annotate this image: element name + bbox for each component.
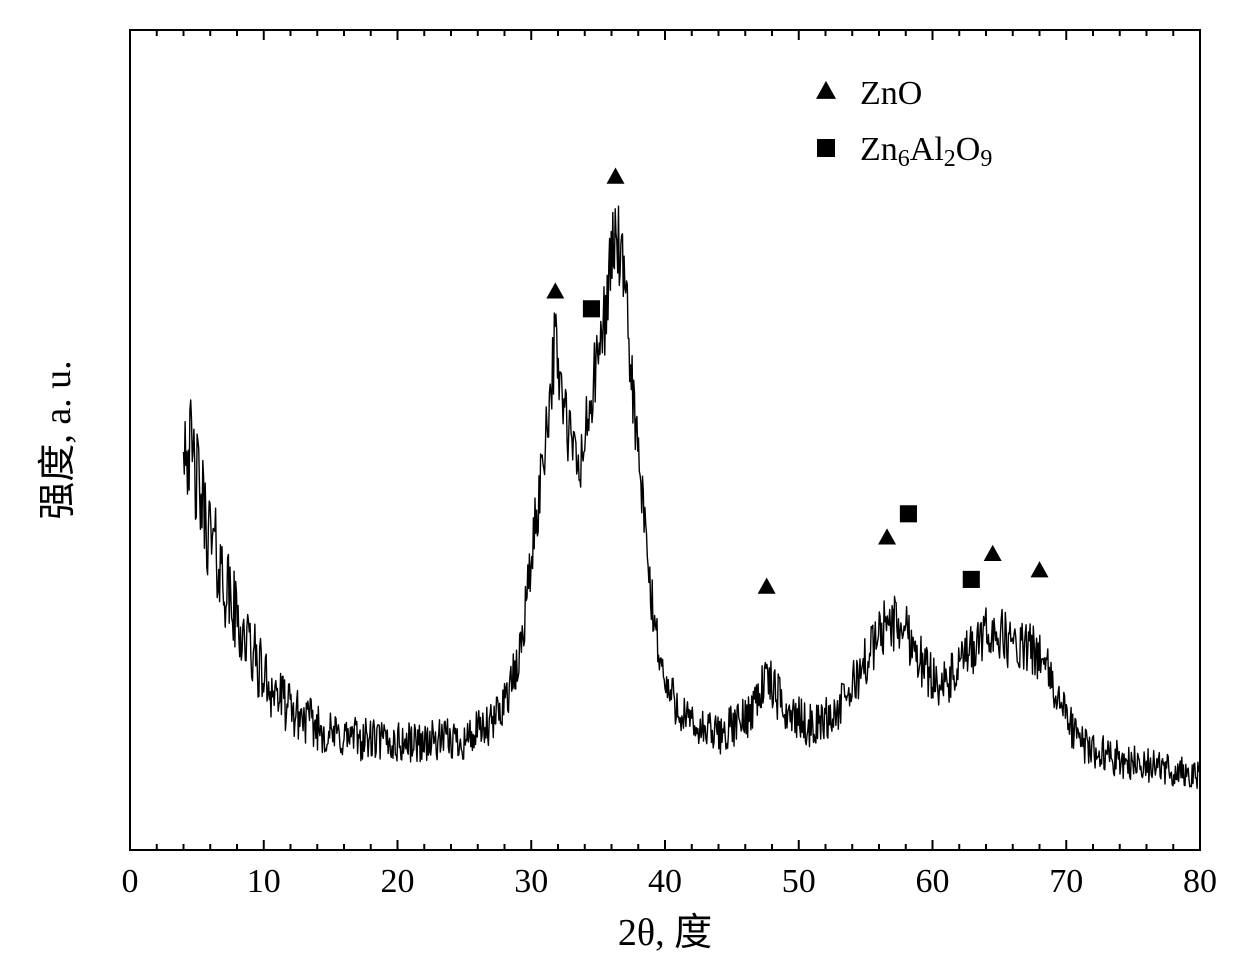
square-marker-icon xyxy=(817,139,835,157)
square-marker-icon xyxy=(900,505,917,522)
legend-label: ZnO xyxy=(860,75,922,112)
triangle-marker-icon xyxy=(816,81,836,99)
triangle-marker-icon xyxy=(758,578,776,594)
x-tick-label: 0 xyxy=(122,863,139,900)
plot-frame xyxy=(130,30,1200,850)
triangle-marker-icon xyxy=(878,528,896,544)
triangle-marker-icon xyxy=(546,282,564,298)
peak-marker xyxy=(1031,561,1049,577)
legend: ZnO Zn6Al2O9 xyxy=(816,75,992,172)
peak-marker xyxy=(984,545,1002,561)
x-tick-label: 20 xyxy=(381,863,415,900)
x-tick-label: 60 xyxy=(916,863,950,900)
peak-marker xyxy=(878,528,896,544)
x-tick-label: 10 xyxy=(247,863,281,900)
legend-label: Zn6Al2O9 xyxy=(860,131,992,172)
triangle-marker-icon xyxy=(984,545,1002,561)
square-marker-icon xyxy=(583,300,600,317)
square-marker-icon xyxy=(963,571,980,588)
x-tick-label: 30 xyxy=(514,863,548,900)
x-tick-label: 50 xyxy=(782,863,816,900)
peak-marker xyxy=(546,282,564,298)
xrd-chart: 0 10 20 30 40 50 60 70 80 2θ, 度 强度, a. u. ZnO Zn6Al2… xyxy=(0,0,1240,979)
peak-marker xyxy=(583,300,600,317)
xrd-pattern-line xyxy=(184,206,1200,788)
x-tick-label: 40 xyxy=(648,863,682,900)
triangle-marker-icon xyxy=(1031,561,1049,577)
peak-marker xyxy=(900,505,917,522)
peak-marker xyxy=(607,168,625,184)
peak-marker xyxy=(758,578,776,594)
x-axis-label: 2θ, 度 xyxy=(618,912,712,954)
y-axis-label: 强度, a. u. xyxy=(37,360,79,519)
triangle-marker-icon xyxy=(607,168,625,184)
x-tick-label: 70 xyxy=(1049,863,1083,900)
x-tick-label: 80 xyxy=(1183,863,1217,900)
peak-marker xyxy=(963,571,980,588)
